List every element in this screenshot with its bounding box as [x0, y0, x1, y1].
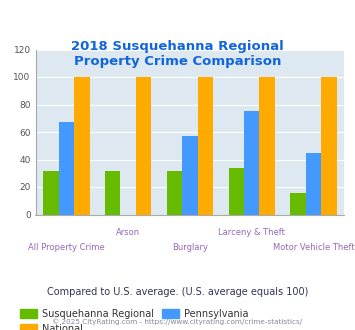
Text: © 2025 CityRating.com - https://www.cityrating.com/crime-statistics/: © 2025 CityRating.com - https://www.city…	[53, 318, 302, 325]
Bar	[198, 77, 213, 214]
Bar	[105, 171, 120, 214]
Legend: Susquehanna Regional, National, Pennsylvania: Susquehanna Regional, National, Pennsylv…	[16, 305, 252, 330]
Text: Burglary: Burglary	[172, 243, 208, 251]
Bar	[260, 77, 275, 214]
Bar	[59, 122, 74, 214]
Bar	[167, 171, 182, 214]
Text: 2018 Susquehanna Regional
Property Crime Comparison: 2018 Susquehanna Regional Property Crime…	[71, 40, 284, 68]
Text: Compared to U.S. average. (U.S. average equals 100): Compared to U.S. average. (U.S. average …	[47, 287, 308, 297]
Text: All Property Crime: All Property Crime	[28, 243, 105, 251]
Text: Larceny & Theft: Larceny & Theft	[218, 228, 285, 237]
Bar	[229, 168, 244, 215]
Bar	[74, 77, 89, 214]
Bar	[182, 136, 198, 214]
Text: Arson: Arson	[116, 228, 140, 237]
Bar	[290, 192, 306, 214]
Bar	[306, 152, 321, 214]
Bar	[136, 77, 151, 214]
Bar	[244, 112, 260, 214]
Bar	[43, 171, 59, 214]
Text: Motor Vehicle Theft: Motor Vehicle Theft	[273, 243, 354, 251]
Bar	[321, 77, 337, 214]
